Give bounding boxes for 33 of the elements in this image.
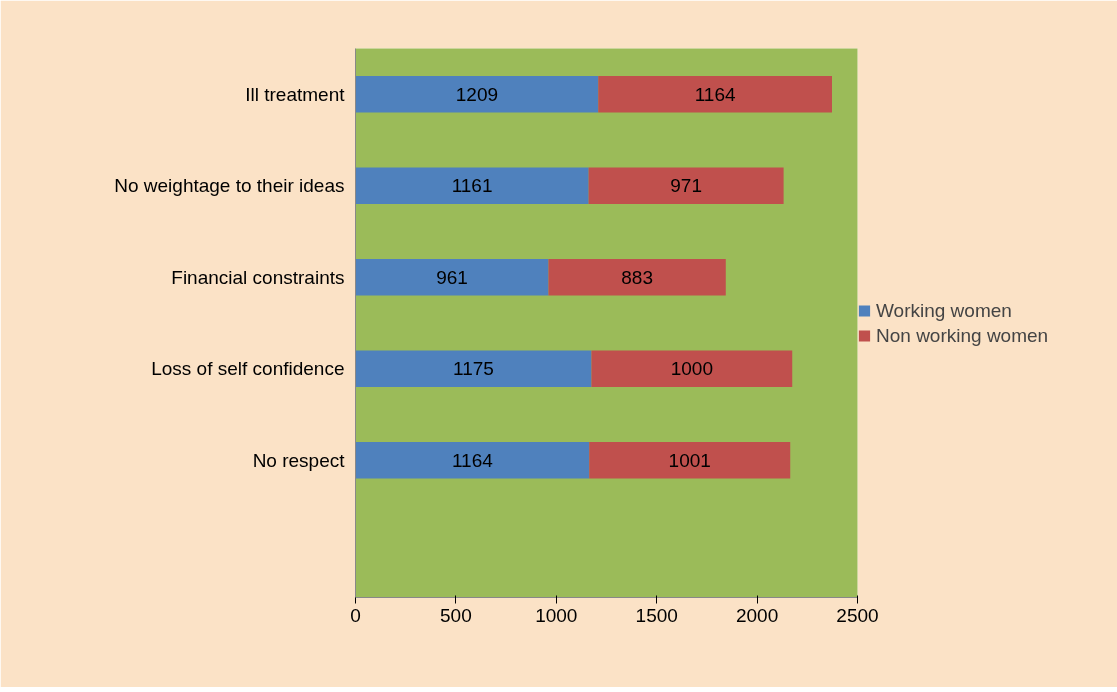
x-tick-label: 2500 xyxy=(836,604,879,626)
bar xyxy=(598,75,832,113)
data-label: 883 xyxy=(621,266,653,288)
y-tick-label: Ill treatment xyxy=(245,83,346,105)
data-label: 971 xyxy=(670,175,702,197)
bar xyxy=(548,258,726,296)
data-label: 961 xyxy=(436,266,468,288)
y-tick-label: Financial constraints xyxy=(171,266,345,288)
x-tick-label: 2000 xyxy=(735,604,779,626)
bar xyxy=(355,258,549,296)
x-tick-label: 1500 xyxy=(635,604,678,626)
data-label: 1164 xyxy=(451,449,494,471)
legend-label: Working women xyxy=(876,299,1013,321)
bar xyxy=(355,441,590,479)
bar xyxy=(591,350,793,388)
legend-label: Non working women xyxy=(876,324,1050,346)
data-label: 1000 xyxy=(670,358,713,380)
y-tick-label: No weightage to their ideas xyxy=(114,175,345,197)
y-tick-label: Loss of self confidence xyxy=(151,358,345,380)
y-tick-label: No respect xyxy=(252,449,346,471)
data-label: 1175 xyxy=(453,358,494,380)
bar xyxy=(355,75,599,113)
bar xyxy=(355,350,592,388)
bar xyxy=(355,167,589,205)
data-label: 1164 xyxy=(694,83,736,105)
x-tick-label: 1000 xyxy=(535,604,578,626)
bar xyxy=(588,167,784,205)
data-label: 1001 xyxy=(668,449,711,471)
bar xyxy=(589,441,791,479)
x-tick-label: 500 xyxy=(440,604,472,626)
data-label: 1161 xyxy=(451,175,493,197)
data-label: 1209 xyxy=(455,83,499,105)
x-tick-label: 0 xyxy=(350,604,361,626)
